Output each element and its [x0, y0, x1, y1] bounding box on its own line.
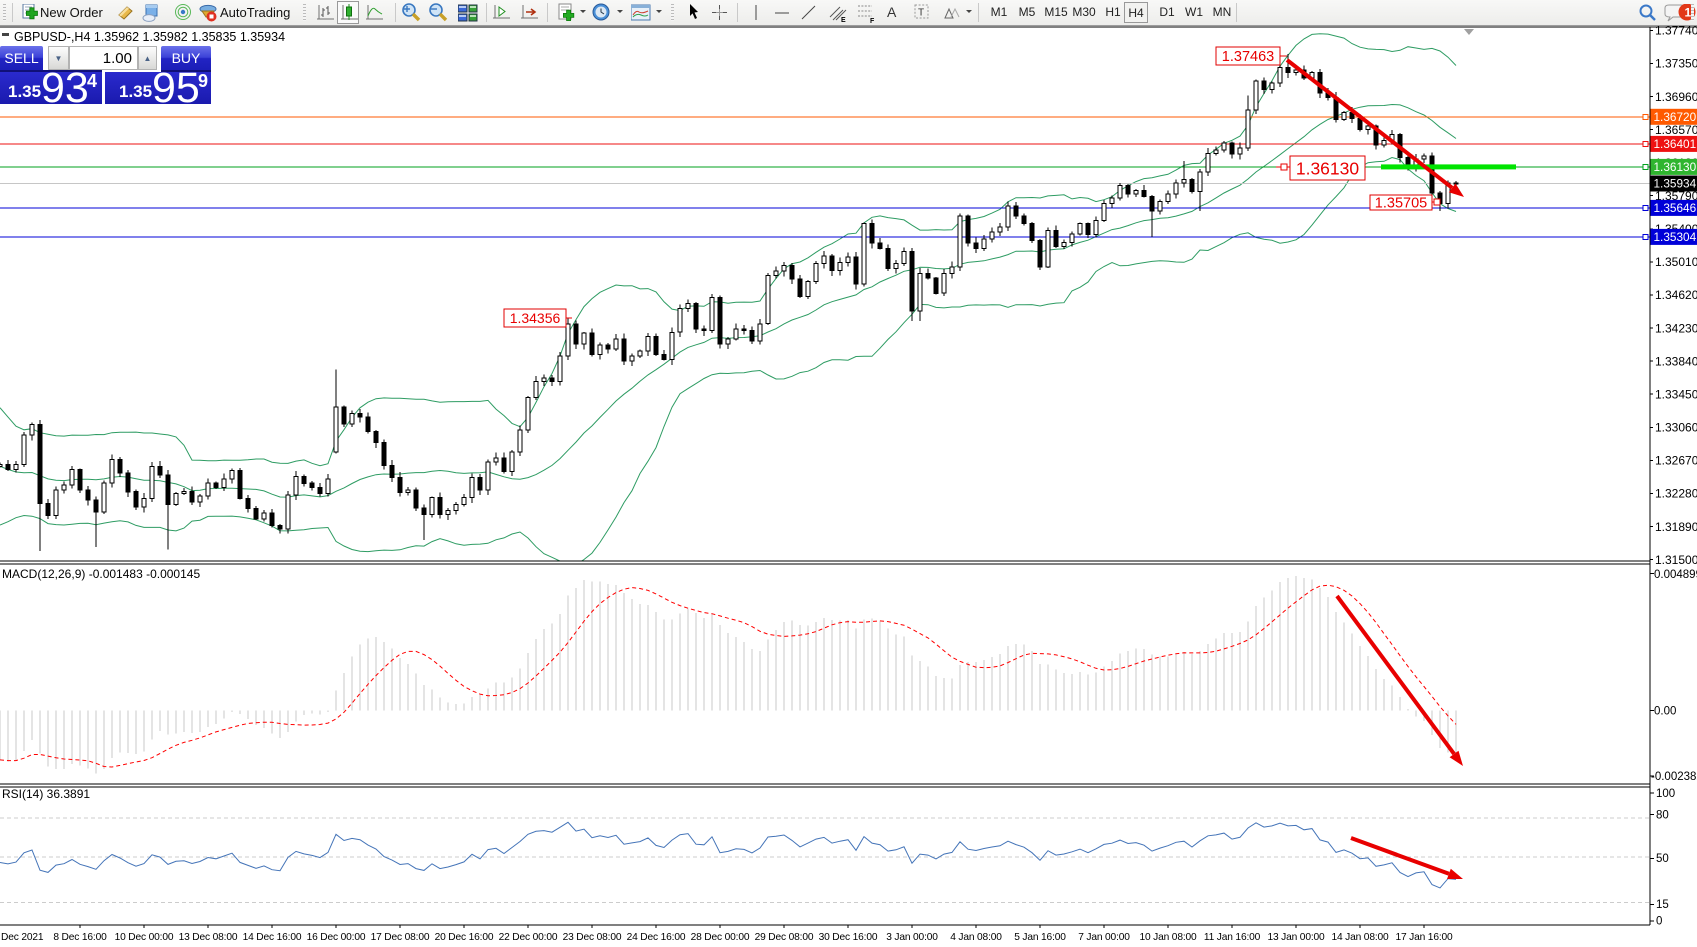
svg-text:1.35646: 1.35646	[1654, 201, 1697, 215]
svg-text:1.37350: 1.37350	[1655, 57, 1697, 71]
svg-text:1.36401: 1.36401	[1654, 137, 1697, 151]
svg-text:17 Jan 16:00: 17 Jan 16:00	[1395, 932, 1453, 943]
svg-text:1.31500: 1.31500	[1655, 553, 1697, 567]
svg-text:28 Dec 00:00: 28 Dec 00:00	[691, 932, 750, 943]
svg-text:11 Jan 16:00: 11 Jan 16:00	[1204, 932, 1261, 943]
svg-text:GBPUSD-,H4 1.35962 1.35982 1.: GBPUSD-,H4 1.35962 1.35982 1.35835 1.359…	[14, 30, 285, 44]
svg-text:0.00: 0.00	[1654, 706, 1676, 718]
svg-text:RSI(14) 36.3891: RSI(14) 36.3891	[2, 787, 90, 801]
svg-text:1.32670: 1.32670	[1655, 454, 1697, 468]
svg-text:MACD(12,26,9) -0.001483 -0.000: MACD(12,26,9) -0.001483 -0.000145	[2, 567, 200, 581]
svg-text:1.34620: 1.34620	[1655, 288, 1697, 302]
svg-text:T: T	[918, 8, 924, 19]
svg-text:14 Dec 16:00: 14 Dec 16:00	[243, 932, 302, 943]
svg-text:13 Dec 08:00: 13 Dec 08:00	[179, 932, 238, 943]
svg-text:1.35790: 1.35790	[1655, 189, 1697, 203]
svg-text:1.36130: 1.36130	[1296, 158, 1360, 178]
svg-text:1.37463: 1.37463	[1222, 49, 1274, 65]
svg-text:1.34230: 1.34230	[1655, 321, 1697, 335]
svg-text:5 Jan 16:00: 5 Jan 16:00	[1014, 932, 1066, 943]
svg-text:14 Jan 08:00: 14 Jan 08:00	[1331, 932, 1389, 943]
svg-text:16 Dec 00:00: 16 Dec 00:00	[307, 932, 366, 943]
svg-text:1.37740: 1.37740	[1655, 24, 1697, 38]
svg-text:1.35010: 1.35010	[1655, 255, 1697, 269]
svg-text:1: 1	[1685, 6, 1692, 20]
svg-text:10 Dec 00:00: 10 Dec 00:00	[115, 932, 174, 943]
svg-text:1.35304: 1.35304	[1654, 230, 1697, 244]
svg-text:29 Dec 08:00: 29 Dec 08:00	[755, 932, 814, 943]
svg-text:17 Dec 08:00: 17 Dec 08:00	[371, 932, 430, 943]
svg-text:22 Dec 00:00: 22 Dec 00:00	[499, 932, 558, 943]
svg-text:23 Dec 08:00: 23 Dec 08:00	[563, 932, 622, 943]
svg-text:10 Jan 08:00: 10 Jan 08:00	[1139, 932, 1197, 943]
svg-text:1.36720: 1.36720	[1654, 110, 1697, 124]
svg-text:100: 100	[1656, 788, 1675, 800]
svg-text:3 Jan 00:00: 3 Jan 00:00	[886, 932, 938, 943]
svg-text:8 Dec 16:00: 8 Dec 16:00	[53, 932, 107, 943]
svg-text:24 Dec 16:00: 24 Dec 16:00	[627, 932, 686, 943]
svg-text:1.33840: 1.33840	[1655, 354, 1697, 368]
svg-text:1.34356: 1.34356	[510, 310, 561, 326]
svg-text:4 Jan 08:00: 4 Jan 08:00	[950, 932, 1002, 943]
svg-text:1.31890: 1.31890	[1655, 520, 1697, 534]
svg-text:30 Dec 16:00: 30 Dec 16:00	[819, 932, 878, 943]
svg-text:1.33060: 1.33060	[1655, 421, 1697, 435]
svg-text:7 Jan 00:00: 7 Jan 00:00	[1078, 932, 1130, 943]
svg-text:50: 50	[1656, 853, 1669, 865]
svg-text:-0.002382: -0.002382	[1651, 771, 1697, 783]
svg-text:1.36960: 1.36960	[1655, 90, 1697, 104]
svg-text:F: F	[870, 18, 875, 23]
svg-text:Dec 2021: Dec 2021	[1, 932, 44, 943]
svg-text:15: 15	[1656, 899, 1669, 911]
svg-text:1.33450: 1.33450	[1655, 388, 1697, 402]
svg-text:1.35934: 1.35934	[1654, 177, 1697, 191]
svg-text:E: E	[841, 17, 846, 23]
svg-text:1.35705: 1.35705	[1375, 196, 1427, 212]
svg-text:20 Dec 16:00: 20 Dec 16:00	[435, 932, 494, 943]
svg-text:1.32280: 1.32280	[1655, 487, 1697, 501]
svg-text:13 Jan 00:00: 13 Jan 00:00	[1267, 932, 1325, 943]
svg-text:80: 80	[1656, 810, 1669, 822]
svg-text:0: 0	[1656, 916, 1662, 928]
svg-text:1.36570: 1.36570	[1655, 123, 1697, 137]
svg-text:0.004899: 0.004899	[1654, 569, 1697, 581]
svg-text:1.36130: 1.36130	[1654, 160, 1697, 174]
